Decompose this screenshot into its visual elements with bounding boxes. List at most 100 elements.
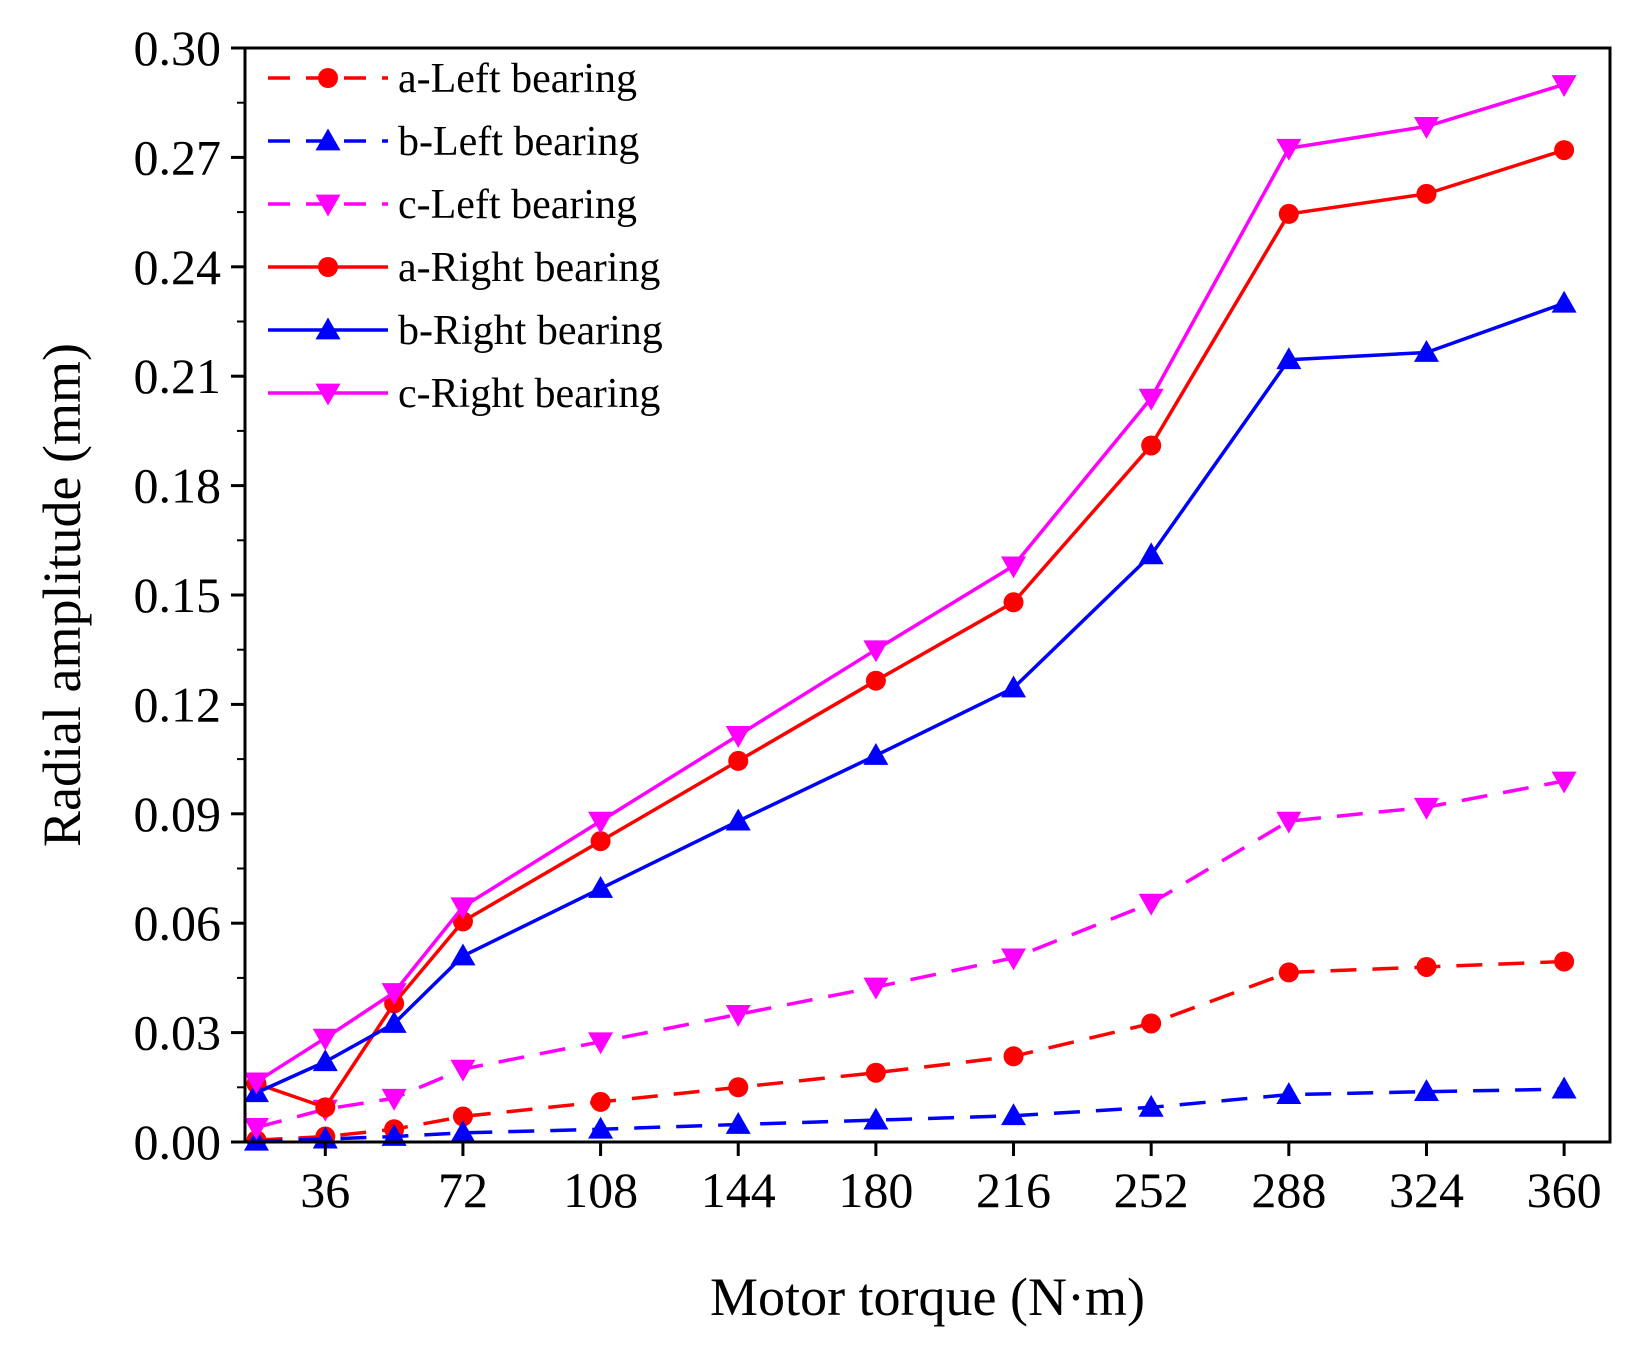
data-point <box>1276 347 1302 370</box>
legend-label: b-Left bearing <box>398 119 639 165</box>
data-point <box>381 1010 407 1033</box>
series-line <box>256 959 1565 1142</box>
data-point <box>312 1049 338 1072</box>
series-b-left-bearing <box>243 1076 1577 1151</box>
y-tick-label: 0.30 <box>134 20 222 76</box>
data-point <box>1001 675 1027 698</box>
x-axis-title: Motor torque (N·m) <box>710 1267 1145 1327</box>
data-point <box>312 1028 338 1051</box>
data-point <box>315 1097 336 1118</box>
y-tick-label: 0.03 <box>134 1005 222 1061</box>
data-point <box>1554 951 1575 972</box>
data-point <box>1551 1076 1577 1099</box>
data-point <box>1276 1082 1302 1104</box>
series-line <box>255 82 1565 1084</box>
legend-item: b-Left bearing <box>268 119 639 165</box>
y-tick-label: 0.06 <box>134 895 222 951</box>
legend-marker <box>315 383 341 406</box>
legend-marker <box>315 194 341 217</box>
data-point <box>1001 1103 1027 1126</box>
series-b-right-bearing <box>243 290 1577 1103</box>
data-point <box>381 1124 407 1146</box>
data-point <box>863 742 889 765</box>
data-point <box>452 1106 473 1127</box>
data-point <box>1138 1094 1164 1117</box>
data-point <box>1413 117 1439 139</box>
legend-item: a-Right bearing <box>268 245 660 291</box>
data-point <box>728 1077 749 1098</box>
data-point <box>450 1120 476 1143</box>
y-tick-label: 0.09 <box>134 786 222 842</box>
y-axis-title: Radial amplitude (mm) <box>32 343 92 847</box>
data-point <box>1416 956 1437 977</box>
data-point <box>588 1032 614 1055</box>
data-point <box>243 1118 269 1140</box>
data-point <box>1141 1013 1162 1034</box>
series-c-right-bearing <box>243 75 1577 1095</box>
data-point <box>863 1107 889 1130</box>
legend-marker <box>318 257 338 277</box>
data-point <box>588 811 614 834</box>
x-tick-label: 360 <box>1527 1162 1602 1218</box>
data-point <box>1413 797 1439 820</box>
data-point <box>590 831 611 852</box>
data-point <box>1001 556 1027 579</box>
data-point <box>865 670 886 691</box>
data-point <box>863 640 889 663</box>
legend-label: a-Right bearing <box>398 245 660 291</box>
x-tick-label: 180 <box>838 1162 913 1218</box>
x-tick-label: 216 <box>976 1162 1051 1218</box>
data-point <box>1413 1079 1439 1102</box>
x-tick-label: 144 <box>701 1162 776 1218</box>
x-tick-label: 36 <box>300 1162 350 1218</box>
data-point <box>590 1091 611 1112</box>
legend-label: c-Left bearing <box>398 182 637 228</box>
y-tick-label: 0.12 <box>134 676 222 732</box>
data-point <box>725 726 751 748</box>
data-point <box>450 897 476 920</box>
data-point <box>1003 1046 1024 1067</box>
data-point <box>725 1111 751 1134</box>
data-point <box>1554 140 1575 161</box>
data-point <box>865 1062 886 1083</box>
data-point <box>1138 893 1164 916</box>
legend-item: c-Right bearing <box>268 371 660 417</box>
legend-label: c-Right bearing <box>398 371 660 417</box>
legend-marker <box>318 68 338 88</box>
data-point <box>1276 811 1302 834</box>
x-axis: 36 72 108 144 180 216 252 288 324 360 <box>300 1142 1602 1218</box>
data-point <box>1413 339 1439 362</box>
data-point <box>1141 435 1162 456</box>
data-point <box>381 1088 407 1111</box>
x-tick-label: 252 <box>1114 1162 1189 1218</box>
data-point <box>450 1059 476 1082</box>
x-tick-label: 324 <box>1389 1162 1464 1218</box>
series-layer <box>243 75 1577 1151</box>
y-tick-label: 0.27 <box>134 129 222 185</box>
x-tick-label: 288 <box>1251 1162 1326 1218</box>
legend-item: c-Left bearing <box>268 182 637 228</box>
data-point <box>1138 388 1164 411</box>
series-a-left-bearing <box>246 951 1575 1151</box>
legend-item: b-Right bearing <box>268 308 663 354</box>
y-axis: 0.00 0.03 0.06 0.09 0.12 0.15 0.18 0.21 0.24 0.27… <box>134 20 245 1170</box>
legend-marker <box>315 128 341 151</box>
data-point <box>725 808 751 831</box>
data-point <box>1138 542 1164 565</box>
data-point <box>1551 290 1577 313</box>
data-point <box>863 977 889 1000</box>
legend-label: b-Right bearing <box>398 308 663 354</box>
y-tick-label: 0.21 <box>134 348 222 404</box>
data-point <box>588 1116 614 1139</box>
data-point <box>1551 771 1577 794</box>
legend-label: a-Left bearing <box>398 56 637 102</box>
x-tick-label: 72 <box>438 1162 488 1218</box>
data-point <box>725 1004 751 1027</box>
x-tick-label: 108 <box>563 1162 638 1218</box>
data-point <box>1001 948 1027 971</box>
data-point <box>1003 592 1024 613</box>
legend-item: a-Left bearing <box>268 56 637 102</box>
data-point <box>450 943 476 966</box>
y-tick-label: 0.18 <box>134 458 222 514</box>
